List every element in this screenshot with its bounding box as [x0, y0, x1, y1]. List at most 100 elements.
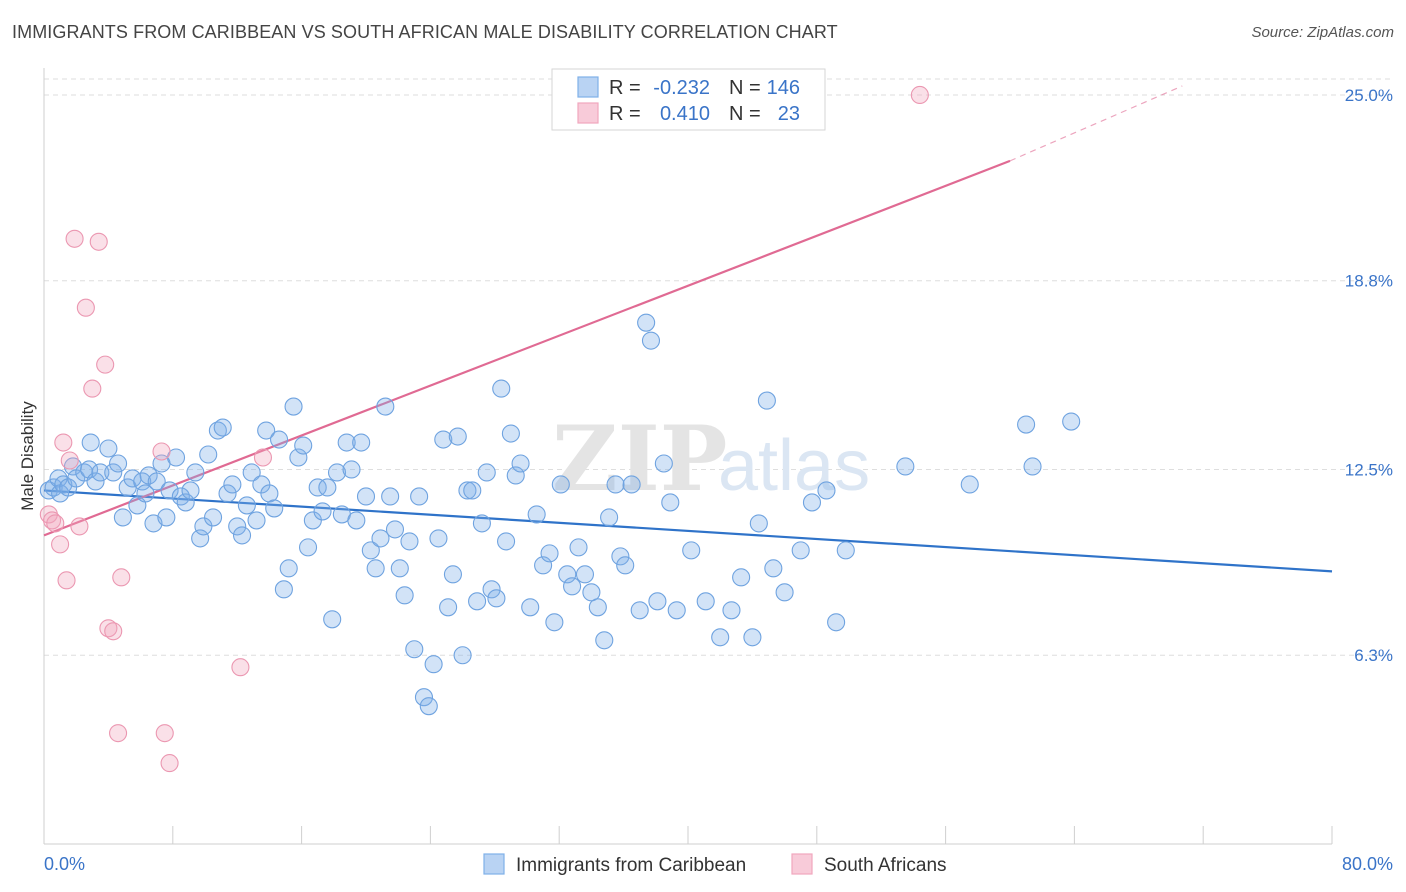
point-caribbean — [667, 601, 686, 620]
point-south-african — [46, 514, 65, 533]
point-caribbean — [802, 493, 822, 512]
point-south-african — [109, 724, 128, 743]
point-caribbean — [257, 421, 276, 440]
point-caribbean — [113, 508, 132, 527]
legend-r-value-1: -0.232 — [653, 77, 710, 99]
bottom-legend-swatch-pink — [791, 853, 813, 875]
point-caribbean — [477, 463, 496, 482]
grid-lines — [44, 78, 1393, 656]
point-caribbean — [575, 565, 595, 584]
point-caribbean — [527, 505, 546, 524]
bottom-legend-swatch-blue — [483, 853, 505, 875]
point-caribbean — [775, 583, 794, 602]
trend-lines — [43, 85, 1333, 573]
point-south-african — [89, 232, 108, 251]
point-caribbean — [342, 460, 361, 479]
point-south-african — [83, 379, 102, 398]
point-south-african — [51, 535, 70, 554]
point-caribbean — [247, 511, 266, 530]
bottom-legend-label-caribbean: Immigrants from Caribbean — [516, 855, 746, 876]
point-caribbean — [274, 580, 293, 599]
point-caribbean — [648, 592, 667, 611]
point-caribbean — [366, 559, 385, 578]
point-caribbean — [611, 547, 630, 566]
point-caribbean — [472, 514, 491, 533]
point-south-african — [42, 511, 62, 530]
point-caribbean — [136, 484, 155, 503]
y-axis-label: Male Disability — [18, 401, 37, 511]
legend-n-value-1: 146 — [767, 77, 800, 99]
point-caribbean — [960, 475, 979, 494]
point-caribbean — [463, 481, 482, 500]
y-tick-label: 12.5% — [1345, 460, 1393, 479]
point-caribbean — [434, 430, 453, 449]
point-caribbean — [506, 466, 525, 485]
point-caribbean — [356, 487, 376, 506]
point-caribbean — [298, 538, 318, 557]
point-caribbean — [327, 463, 347, 482]
point-south-african — [155, 724, 174, 743]
point-caribbean — [497, 532, 516, 551]
point-caribbean — [400, 532, 419, 551]
point-caribbean — [817, 481, 836, 500]
point-caribbean — [242, 463, 261, 482]
point-caribbean — [696, 592, 715, 611]
point-caribbean — [429, 529, 448, 548]
trend-line-caribbean — [43, 489, 1333, 573]
point-caribbean — [410, 487, 429, 506]
y-tick-label: 6.3% — [1354, 646, 1393, 665]
point-caribbean — [622, 475, 641, 494]
point-caribbean — [582, 583, 601, 602]
point-caribbean — [371, 529, 390, 548]
point-caribbean — [654, 454, 673, 473]
y-tick-label: 18.8% — [1345, 272, 1393, 291]
legend-n-value-2: 23 — [778, 103, 800, 125]
point-caribbean — [606, 475, 625, 494]
x-tick-label-min: 0.0% — [44, 854, 85, 874]
legend-r-label-1: R = — [609, 77, 641, 99]
point-south-african — [104, 622, 123, 641]
point-caribbean — [390, 559, 409, 578]
point-caribbean — [511, 454, 530, 473]
point-caribbean — [558, 565, 577, 584]
point-caribbean — [749, 514, 768, 533]
point-caribbean — [540, 544, 559, 563]
point-caribbean — [289, 448, 308, 467]
source-credit: Source: ZipAtlas.com — [1251, 24, 1394, 41]
trend-line-south-africans — [43, 159, 1011, 537]
point-caribbean — [181, 481, 200, 500]
point-caribbean — [361, 541, 380, 560]
point-caribbean — [732, 568, 751, 587]
legend-n-label-1: N = — [729, 77, 761, 99]
x-ticks — [172, 826, 1333, 844]
point-caribbean — [323, 610, 342, 629]
point-caribbean — [232, 526, 252, 545]
point-caribbean — [1017, 415, 1036, 434]
point-caribbean — [637, 313, 656, 332]
point-south-african — [253, 448, 273, 467]
point-caribbean — [405, 640, 424, 659]
point-caribbean — [352, 433, 371, 452]
legend-r-label-2: R = — [609, 103, 641, 125]
point-caribbean — [439, 598, 458, 617]
point-caribbean — [381, 487, 400, 506]
point-caribbean — [313, 502, 332, 521]
legend-swatch-pink — [577, 102, 599, 124]
point-caribbean — [711, 628, 730, 647]
point-south-african — [231, 658, 250, 677]
legend-n-label-2: N = — [729, 103, 761, 125]
series-caribbean-points — [39, 313, 1081, 716]
point-caribbean — [237, 496, 256, 515]
point-caribbean — [521, 598, 540, 617]
point-caribbean — [424, 655, 443, 674]
point-caribbean — [260, 484, 279, 503]
point-caribbean — [453, 646, 472, 665]
point-caribbean — [551, 475, 570, 494]
chart-title: IMMIGRANTS FROM CARIBBEAN VS SOUTH AFRIC… — [12, 22, 838, 42]
point-caribbean — [157, 508, 176, 527]
point-caribbean — [458, 481, 477, 500]
series-south-african-points — [39, 85, 929, 773]
point-caribbean — [545, 613, 564, 632]
point-caribbean — [147, 472, 166, 491]
